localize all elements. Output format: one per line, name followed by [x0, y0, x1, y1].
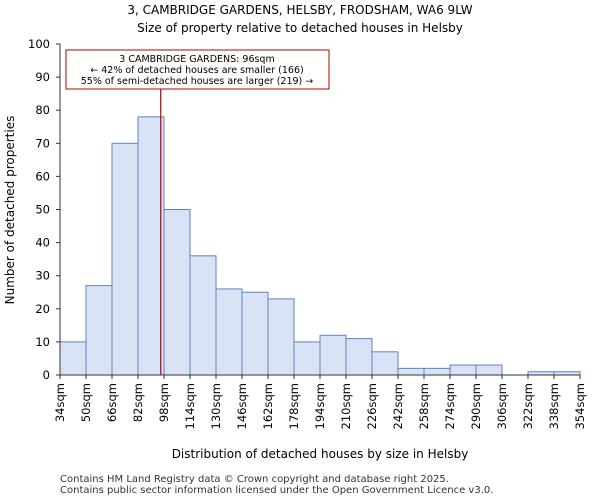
- histogram-bar-194sqm: [319, 334, 347, 376]
- y-tick-label: 0: [43, 368, 50, 382]
- histogram-bar-226sqm: [371, 351, 399, 376]
- x-tick-label: 34sqm: [53, 383, 67, 422]
- x-tick-label: 242sqm: [391, 383, 405, 429]
- histogram-bar-162sqm: [267, 298, 295, 376]
- histogram-bar-98sqm: [163, 209, 191, 376]
- footer-copyright: Contains HM Land Registry data © Crown c…: [60, 474, 449, 485]
- histogram-bar-66sqm: [111, 142, 139, 376]
- x-tick-label: 194sqm: [313, 383, 327, 429]
- chart-subtitle: Size of property relative to detached ho…: [137, 21, 463, 35]
- x-tick-label: 354sqm: [573, 383, 587, 429]
- x-tick-label: 306sqm: [495, 383, 509, 429]
- y-tick-label: 50: [35, 203, 50, 217]
- x-tick-label: 178sqm: [287, 383, 301, 429]
- y-tick-label: 30: [35, 269, 50, 283]
- histogram-bar-130sqm: [215, 288, 243, 376]
- x-tick-label: 66sqm: [105, 383, 119, 422]
- footer-licence: Contains public sector information licen…: [60, 485, 494, 496]
- y-tick-label: 10: [35, 335, 50, 349]
- y-tick-label: 60: [35, 169, 50, 183]
- y-tick-label: 80: [35, 103, 50, 117]
- x-tick-label: 226sqm: [365, 383, 379, 429]
- histogram-bar-82sqm: [137, 116, 165, 376]
- histogram-bar-290sqm: [475, 364, 503, 376]
- x-tick-label: 82sqm: [131, 383, 145, 422]
- y-tick-label: 20: [35, 302, 50, 316]
- histogram-bar-178sqm: [293, 341, 321, 376]
- x-tick-label: 322sqm: [521, 383, 535, 429]
- annotation-line-2: ← 42% of detached houses are smaller (16…: [90, 65, 303, 76]
- x-tick-label: 258sqm: [417, 383, 431, 429]
- histogram-bar-242sqm: [397, 367, 425, 376]
- x-tick-label: 114sqm: [183, 383, 197, 429]
- histogram-bar-210sqm: [345, 338, 373, 376]
- y-tick-label: 70: [35, 136, 50, 150]
- histogram-bar-34sqm: [59, 341, 87, 376]
- histogram-bar-50sqm: [85, 285, 113, 376]
- histogram-bar-146sqm: [241, 291, 269, 376]
- annotation-line-1: 3 CAMBRIDGE GARDENS: 96sqm: [119, 54, 274, 65]
- x-tick-label: 50sqm: [79, 383, 93, 422]
- x-tick-label: 274sqm: [443, 383, 457, 429]
- y-tick-label: 100: [28, 37, 50, 51]
- x-tick-label: 162sqm: [261, 383, 275, 429]
- histogram-bar-258sqm: [423, 367, 451, 376]
- y-tick-label: 40: [35, 236, 50, 250]
- x-tick-label: 210sqm: [339, 383, 353, 429]
- chart-title: 3, CAMBRIDGE GARDENS, HELSBY, FRODSHAM, …: [127, 3, 472, 17]
- y-axis-label: Number of detached properties: [3, 116, 17, 305]
- x-tick-label: 98sqm: [157, 383, 171, 422]
- x-tick-label: 146sqm: [235, 383, 249, 429]
- annotation-line-3: 55% of semi-detached houses are larger (…: [81, 76, 314, 87]
- histogram-bar-274sqm: [449, 364, 477, 376]
- annotation-box: 3 CAMBRIDGE GARDENS: 96sqm ← 42% of deta…: [65, 49, 330, 90]
- x-tick-label: 130sqm: [209, 383, 223, 429]
- x-axis-label: Distribution of detached houses by size …: [172, 447, 469, 461]
- x-tick-label: 338sqm: [547, 383, 561, 429]
- x-tick-label: 290sqm: [469, 383, 483, 429]
- y-tick-label: 90: [35, 70, 50, 84]
- histogram-bar-114sqm: [189, 255, 217, 376]
